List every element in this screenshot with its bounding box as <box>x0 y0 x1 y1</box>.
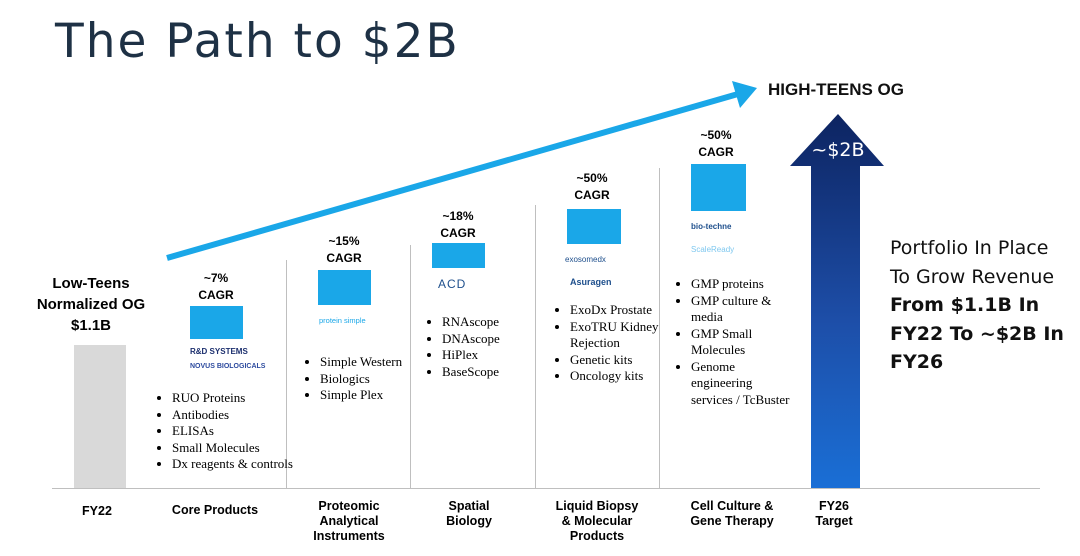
scaleready-logo: ScaleReady <box>691 245 735 254</box>
list-item: ExoDx Prostate <box>570 302 670 319</box>
rnd-systems-logo: R&D SYSTEMS <box>190 347 248 356</box>
separator <box>659 168 660 488</box>
acd-logo: ACD <box>438 277 467 291</box>
list-item: Simple Western <box>320 354 420 371</box>
cagr-pct: ~15% <box>328 234 360 248</box>
category-label: Core Products <box>150 503 280 518</box>
list-item: Genetic kits <box>570 352 670 369</box>
category-label-line: Liquid Biopsy <box>555 499 639 513</box>
list-item: GMP Small Molecules <box>691 326 796 359</box>
list-item: Dx reagents & controls <box>172 456 297 473</box>
list-item: HiPlex <box>442 347 552 364</box>
category-label-line: Core Products <box>171 503 259 517</box>
fy22-header-line3: $1.1B <box>70 317 112 334</box>
bio-techne-logo: bio-techne <box>691 222 732 231</box>
category-label-line: Proteomic <box>318 499 380 513</box>
target-arrow <box>790 114 884 489</box>
protein-simple-logo: protein simple <box>319 316 366 325</box>
category-label-line: & Molecular <box>561 514 633 528</box>
category-label: Liquid Biopsy & Molecular Products <box>536 499 658 544</box>
category-label: Proteomic Analytical Instruments <box>289 499 409 544</box>
list-item: RNAscope <box>442 314 552 331</box>
category-label: FY22 <box>47 504 147 519</box>
category-label-line: FY26 <box>819 499 849 513</box>
category-label: Spatial Biology <box>419 499 519 529</box>
category-label-line: FY22 <box>82 504 112 518</box>
growth-label: HIGH-TEENS OG <box>768 80 905 99</box>
list-item: GMP culture & media <box>691 293 796 326</box>
growth-arrow-head <box>732 81 757 108</box>
bullet-list: ExoDx Prostate ExoTRU Kidney Rejection G… <box>557 302 670 385</box>
fy22-bar <box>74 345 126 488</box>
list-item: Small Molecules <box>172 440 297 457</box>
novus-logo: NOVUS BIOLOGICALS <box>190 363 266 370</box>
fy22-header: Low-Teens Normalized OG $1.1B <box>26 273 156 336</box>
cagr-word: CAGR <box>326 251 362 265</box>
growth-bar <box>190 306 243 339</box>
category-label-line: Analytical <box>319 514 379 528</box>
portfolio-text: Portfolio In Place To Grow Revenue <box>890 237 1055 288</box>
category-label-line: Cell Culture & <box>690 499 774 513</box>
list-item: Genome engineering services / TcBuster <box>691 359 796 409</box>
cagr-pct: ~7% <box>203 271 229 285</box>
cagr-pct: ~50% <box>576 171 608 185</box>
portfolio-text-bold: From $1.1B In FY22 To ~$2B In FY26 <box>890 294 1064 373</box>
page-title: The Path to $2B <box>55 14 460 69</box>
x-axis <box>52 488 1040 489</box>
list-item: GMP proteins <box>691 276 796 293</box>
bullet-list: RUO Proteins Antibodies ELISAs Small Mol… <box>159 390 297 473</box>
list-item: ELISAs <box>172 423 297 440</box>
cagr-label: ~50% CAGR <box>542 170 642 204</box>
category-label: Cell Culture & Gene Therapy <box>662 499 802 529</box>
separator <box>410 245 411 488</box>
list-item: Antibodies <box>172 407 297 424</box>
category-label-line: Spatial <box>448 499 490 513</box>
cagr-label: ~18% CAGR <box>408 208 508 242</box>
cagr-label: ~7% CAGR <box>166 270 266 304</box>
category-label-line: Gene Therapy <box>690 514 774 528</box>
list-item: Simple Plex <box>320 387 420 404</box>
cagr-pct: ~50% <box>700 128 732 142</box>
category-label-line: Instruments <box>313 529 385 543</box>
cagr-label: ~15% CAGR <box>294 233 394 267</box>
fy22-header-line2: Normalized OG <box>36 296 146 313</box>
growth-bar <box>691 164 746 211</box>
cagr-label: ~50% CAGR <box>666 127 766 161</box>
bullet-list: RNAscope DNAscope HiPlex BaseScope <box>429 314 552 380</box>
cagr-word: CAGR <box>698 145 734 159</box>
fy22-header-line1: Low-Teens <box>52 275 130 292</box>
bullet-list: GMP proteins GMP culture & media GMP Sma… <box>678 276 796 408</box>
category-label-line: Target <box>815 514 853 528</box>
list-item: RUO Proteins <box>172 390 297 407</box>
category-label: FY26 Target <box>784 499 884 529</box>
bullet-list: Simple Western Biologics Simple Plex <box>307 354 420 404</box>
target-arrow-shape <box>790 114 884 489</box>
list-item: ExoTRU Kidney Rejection <box>570 319 670 352</box>
growth-arrow-line <box>166 91 739 261</box>
cagr-word: CAGR <box>440 226 476 240</box>
list-item: Biologics <box>320 371 420 388</box>
category-label-line: Biology <box>446 514 492 528</box>
separator <box>286 260 287 488</box>
list-item: Oncology kits <box>570 368 670 385</box>
separator <box>535 205 536 488</box>
asuragen-logo: Asuragen <box>570 277 612 287</box>
growth-bar <box>432 243 485 268</box>
list-item: DNAscope <box>442 331 552 348</box>
target-value: ~$2B <box>811 139 865 161</box>
growth-bar <box>318 270 371 305</box>
cagr-pct: ~18% <box>442 209 474 223</box>
list-item: BaseScope <box>442 364 552 381</box>
exosome-logo: exosomedx <box>565 255 606 264</box>
cagr-word: CAGR <box>574 188 610 202</box>
category-label-line: Products <box>569 529 625 543</box>
cagr-word: CAGR <box>198 288 234 302</box>
growth-bar <box>567 209 621 244</box>
portfolio-statement: Portfolio In Place To Grow Revenue From … <box>890 234 1070 377</box>
